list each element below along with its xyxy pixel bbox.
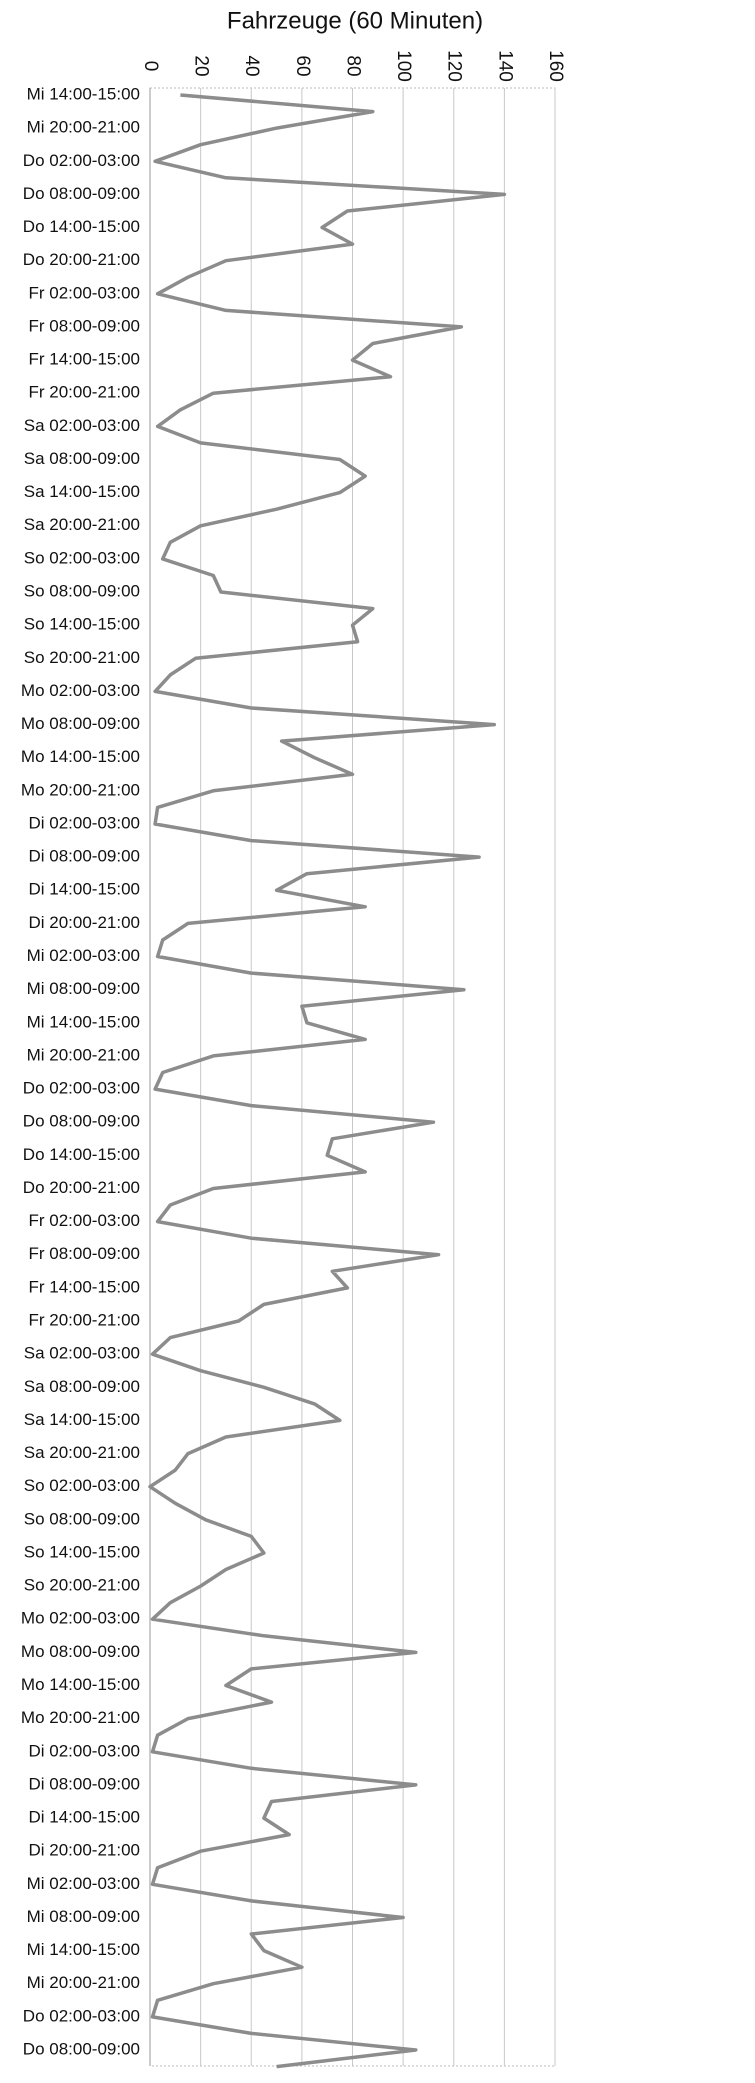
y-tick-label: Do 08:00-09:00 [23,2039,140,2058]
x-tick-label: 80 [342,55,363,76]
y-tick-label: Fr 08:00-09:00 [28,1244,140,1263]
y-tick-label: Mi 14:00-15:00 [27,1940,140,1959]
x-tick-label: 100 [393,50,414,82]
y-tick-label: Di 20:00-21:00 [28,1841,140,1860]
y-tick-label: Fr 14:00-15:00 [28,350,140,369]
y-tick-label: Sa 20:00-21:00 [24,515,140,534]
y-tick-label: So 14:00-15:00 [24,1542,140,1561]
y-tick-label: Di 02:00-03:00 [28,813,140,832]
y-tick-label: Di 02:00-03:00 [28,1741,140,1760]
axis-title: Fahrzeuge (60 Minuten) [227,7,483,34]
x-tick-label: 0 [140,61,161,72]
y-tick-label: Fr 02:00-03:00 [28,283,140,302]
y-tick-label: Di 20:00-21:00 [28,913,140,932]
y-tick-label: Do 02:00-03:00 [23,151,140,170]
y-tick-label: So 08:00-09:00 [24,1509,140,1528]
y-tick-label: Fr 02:00-03:00 [28,1211,140,1230]
y-tick-label: So 08:00-09:00 [24,582,140,601]
y-tick-label: Mo 02:00-03:00 [21,681,140,700]
y-tick-label: Sa 20:00-21:00 [24,1443,140,1462]
y-tick-label: Mo 08:00-09:00 [21,1642,140,1661]
y-tick-label: Do 02:00-03:00 [23,2006,140,2025]
y-tick-label: Di 14:00-15:00 [28,1808,140,1827]
y-tick-label: Mi 02:00-03:00 [27,1874,140,1893]
x-tick-label: 40 [241,55,262,76]
y-tick-label: Sa 14:00-15:00 [24,1410,140,1429]
y-tick-label: Do 14:00-15:00 [23,217,140,236]
y-tick-label: So 02:00-03:00 [24,548,140,567]
x-tick-label: 20 [191,55,212,76]
y-tick-label: Do 08:00-09:00 [23,1112,140,1131]
y-tick-label: Mo 14:00-15:00 [21,747,140,766]
y-tick-label: So 20:00-21:00 [24,1576,140,1595]
y-tick-label: Mi 14:00-15:00 [27,84,140,103]
y-tick-label: Fr 20:00-21:00 [28,1311,140,1330]
y-tick-label: Mo 20:00-21:00 [21,780,140,799]
y-tick-label: Di 08:00-09:00 [28,847,140,866]
y-tick-label: Sa 08:00-09:00 [24,1377,140,1396]
x-tick-label: 60 [292,55,313,76]
y-tick-label: Mi 02:00-03:00 [27,946,140,965]
y-tick-label: Mi 08:00-09:00 [27,1907,140,1926]
y-tick-label: So 02:00-03:00 [24,1476,140,1495]
y-tick-label: Sa 14:00-15:00 [24,482,140,501]
y-tick-label: Do 14:00-15:00 [23,1145,140,1164]
y-tick-label: Do 20:00-21:00 [23,250,140,269]
y-tick-label: Mo 20:00-21:00 [21,1708,140,1727]
y-tick-label: Fr 08:00-09:00 [28,316,140,335]
y-tick-label: Mi 20:00-21:00 [27,118,140,137]
x-tick-label: 160 [545,50,566,82]
y-tick-label: Mi 14:00-15:00 [27,1012,140,1031]
y-tick-label: So 14:00-15:00 [24,615,140,634]
y-tick-label: Sa 02:00-03:00 [24,1344,140,1363]
y-tick-label: Do 08:00-09:00 [23,184,140,203]
x-tick-label: 120 [444,50,465,82]
y-tick-label: Mo 02:00-03:00 [21,1609,140,1628]
y-tick-label: Mo 08:00-09:00 [21,714,140,733]
y-tick-label: Sa 02:00-03:00 [24,416,140,435]
y-tick-label: Fr 20:00-21:00 [28,383,140,402]
y-tick-label: Sa 08:00-09:00 [24,449,140,468]
y-tick-label: Mi 20:00-21:00 [27,1973,140,1992]
y-tick-label: Do 20:00-21:00 [23,1178,140,1197]
y-tick-label: Do 02:00-03:00 [23,1079,140,1098]
y-tick-label: Mo 14:00-15:00 [21,1675,140,1694]
y-tick-label: Di 14:00-15:00 [28,880,140,899]
y-tick-label: Fr 14:00-15:00 [28,1277,140,1296]
y-tick-label: Di 08:00-09:00 [28,1774,140,1793]
y-tick-label: Mi 20:00-21:00 [27,1045,140,1064]
y-tick-label: So 20:00-21:00 [24,648,140,667]
data-line [148,93,507,2069]
x-tick-label: 140 [494,50,515,82]
y-tick-label: Mi 08:00-09:00 [27,979,140,998]
